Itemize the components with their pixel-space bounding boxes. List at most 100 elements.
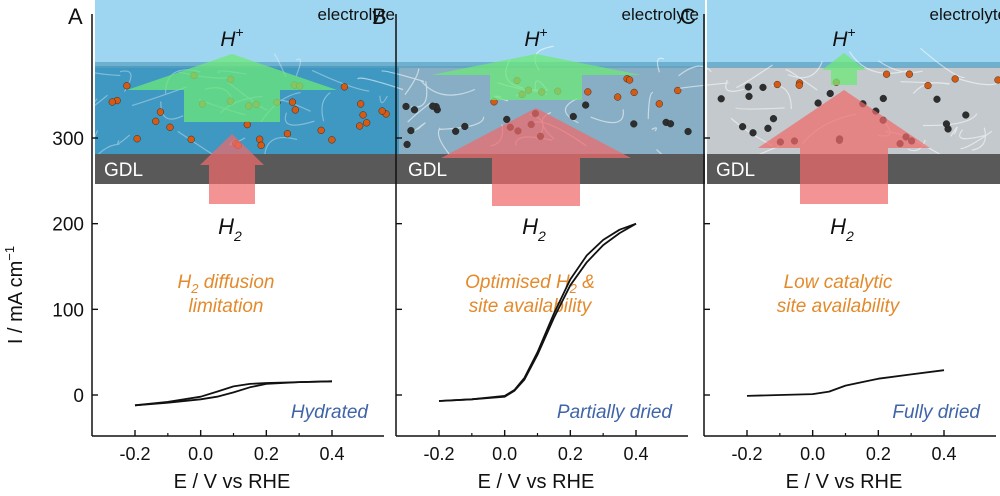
state-label: Partially dried (557, 402, 674, 423)
particle (749, 129, 757, 137)
h2-flux-arrow (441, 108, 631, 206)
particle (402, 102, 410, 111)
cv-series-line (746, 369, 945, 397)
x-tick-label: -0.2 (731, 444, 762, 464)
state-label: Hydrated (291, 402, 370, 423)
fibre (117, 134, 131, 145)
fibre (284, 112, 315, 126)
particle (630, 88, 638, 96)
fibre (848, 51, 908, 74)
electrolyte-label: electrolyte (622, 5, 699, 24)
fibre (439, 116, 485, 130)
particle (166, 123, 174, 131)
fibre (656, 57, 665, 73)
particle (626, 76, 634, 84)
particle (745, 92, 753, 100)
particle (317, 126, 325, 134)
fibre (160, 101, 184, 120)
particle (108, 98, 116, 106)
particle (994, 76, 1000, 84)
particle (942, 120, 951, 128)
h2-flux-arrow (758, 90, 930, 204)
electrolyte-layer (707, 0, 1000, 66)
particle (243, 121, 251, 129)
electrolyte-layer (399, 0, 705, 66)
fibre (877, 60, 923, 74)
fibre (785, 69, 818, 91)
particle (152, 117, 160, 125)
electrolyte-layer (95, 0, 401, 66)
particle (328, 136, 336, 144)
particle (630, 120, 638, 128)
fibre (735, 64, 773, 88)
axes: -0.2 0.0 0.2 0.4 E / V vs RHE 0 100 200 300 (52, 14, 384, 493)
particle (410, 106, 419, 114)
fibre (647, 91, 654, 120)
particle (363, 119, 371, 127)
proton-label: H+ (832, 24, 855, 51)
particle (156, 108, 165, 116)
electrolyte-label: electrolyte (930, 5, 1000, 24)
particle (773, 80, 781, 89)
proton-label: H+ (220, 24, 243, 51)
h2-flux-arrow (200, 134, 264, 204)
fibre (960, 130, 993, 150)
h2-label: H2 (218, 214, 242, 244)
cv-series-line (134, 380, 333, 407)
x-tick-label: 0.4 (319, 444, 344, 464)
fibre (922, 113, 978, 127)
y-axis-title: I / mA cm−1 (2, 246, 27, 344)
x-tick-label: -0.2 (119, 444, 150, 464)
state-label: Fully dried (892, 402, 981, 423)
particle (288, 98, 297, 106)
fibre (379, 95, 388, 104)
cv-series-line (438, 222, 637, 402)
panel-letter: B (372, 4, 387, 29)
particle (133, 135, 141, 143)
fibre (959, 129, 986, 140)
proton-flux-arrow (822, 53, 866, 85)
fibre (735, 107, 785, 110)
x-tick-label: 0.4 (623, 444, 648, 464)
electrolyte-label: electrolyte (318, 5, 395, 24)
y-tick-label: 100 (52, 300, 84, 321)
axes: -0.2 0.0 0.2 0.4 E / V vs RHE (395, 14, 688, 493)
proton-flux-arrow (431, 54, 641, 100)
particle (744, 83, 752, 91)
panel-letter: A (68, 4, 83, 29)
y-tick-label: 300 (52, 129, 84, 150)
particle (403, 140, 411, 149)
particle (924, 81, 932, 90)
fibre (590, 109, 624, 124)
x-tick-label: 0.2 (866, 444, 891, 464)
x-axis-title: E / V vs RHE (174, 471, 291, 493)
cv-curves (746, 369, 945, 397)
particle (283, 130, 292, 138)
cv-curves (134, 380, 333, 407)
particle (187, 135, 195, 143)
fibre (407, 102, 431, 123)
particle (569, 112, 577, 121)
particle (674, 86, 682, 95)
particle (356, 122, 364, 130)
particle (795, 81, 803, 89)
x-axis-title: E / V vs RHE (786, 471, 903, 493)
x-tick-label: 0.4 (931, 444, 956, 464)
annotation-line: Optimised H2 & (465, 272, 595, 296)
axes: -0.2 0.0 0.2 0.4 E / V vs RHE (703, 14, 996, 493)
particle (291, 106, 299, 114)
particle (429, 102, 437, 110)
particle (814, 99, 822, 107)
particle (764, 124, 772, 132)
fibre (295, 58, 301, 77)
particle (503, 115, 511, 123)
particle (407, 127, 415, 135)
particle (666, 120, 675, 128)
particle (359, 111, 367, 119)
fibre (725, 79, 744, 92)
particle (340, 83, 349, 91)
fibre (381, 70, 425, 83)
particle (123, 82, 131, 90)
